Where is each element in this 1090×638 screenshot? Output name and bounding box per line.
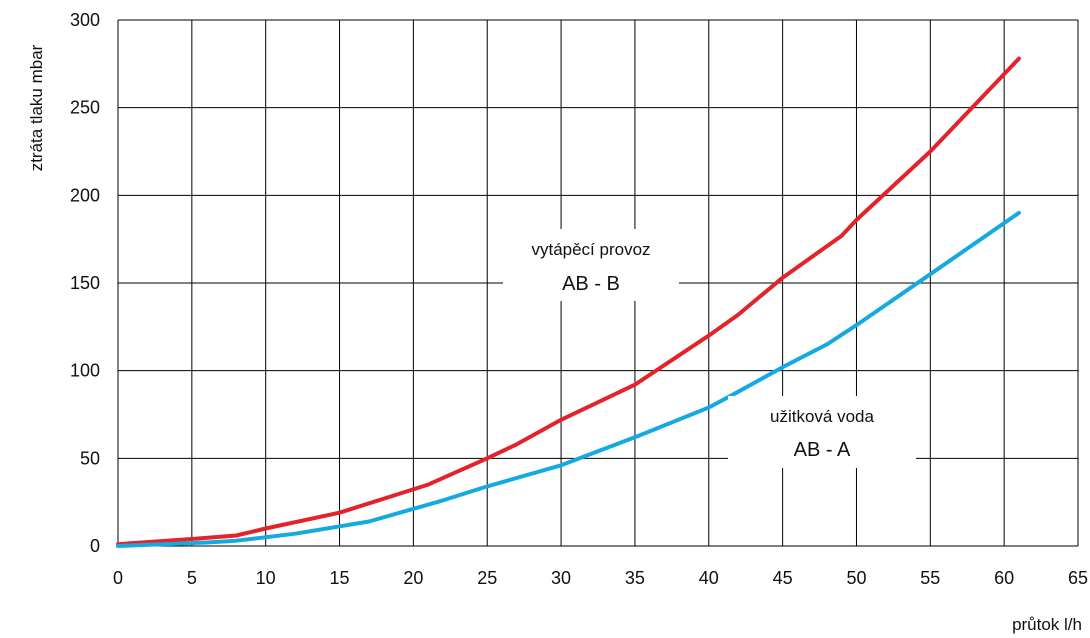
y-tick-label: 300 (70, 10, 100, 30)
x-tick-label: 45 (773, 568, 793, 588)
tick-labels: 0 5 10 15 20 25 30 35 40 45 50 55 60 65 0 50 100 150 200 25… (70, 10, 1088, 588)
annotation-background (503, 229, 679, 301)
x-tick-label: 40 (699, 568, 719, 588)
y-tick-label: 100 (70, 361, 100, 381)
annotation-background (728, 396, 916, 468)
y-axis-title: ztráta tlaku mbar (27, 44, 46, 171)
x-tick-label: 10 (256, 568, 276, 588)
x-tick-label: 55 (920, 568, 940, 588)
x-tick-label: 60 (994, 568, 1014, 588)
x-tick-label: 30 (551, 568, 571, 588)
x-axis-title: průtok l/h (1012, 615, 1082, 634)
x-tick-label: 20 (403, 568, 423, 588)
series-lines (116, 56, 1021, 548)
x-tick-label: 35 (625, 568, 645, 588)
y-tick-label: 250 (70, 98, 100, 118)
annotation-label-line2: AB - A (794, 439, 851, 461)
x-tick-label: 0 (113, 568, 123, 588)
y-tick-label: 50 (80, 448, 100, 468)
x-tick-label: 15 (330, 568, 350, 588)
annotation-label-line1: užitková voda (770, 407, 874, 426)
y-tick-label: 0 (90, 536, 100, 556)
x-tick-label: 5 (187, 568, 197, 588)
y-tick-label: 200 (70, 185, 100, 205)
x-tick-label: 25 (477, 568, 497, 588)
x-tick-label: 65 (1068, 568, 1088, 588)
annotations: vytápěcí provoz AB - B užitková voda AB - A (503, 229, 916, 468)
annotation-label-line2: AB - B (562, 273, 620, 295)
series-line-heating (116, 56, 1021, 547)
series-line-hot-water (116, 210, 1021, 548)
y-tick-label: 150 (70, 273, 100, 293)
annotation-label-line1: vytápěcí provoz (531, 240, 650, 259)
x-tick-label: 50 (846, 568, 866, 588)
